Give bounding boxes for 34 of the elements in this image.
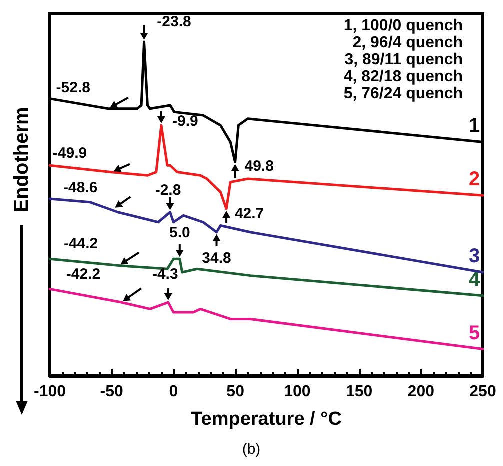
annotation: -42.2 bbox=[66, 266, 101, 284]
text: (b) bbox=[242, 441, 261, 458]
x-tick-label: 50 bbox=[226, 384, 245, 400]
y-axis-title: Endotherm bbox=[11, 107, 33, 213]
series-label: 3 bbox=[469, 245, 480, 268]
x-tick-label: 0 bbox=[169, 384, 178, 400]
annotation: 2, 96/4 quench bbox=[352, 34, 463, 52]
x-tick-label: 100 bbox=[284, 384, 311, 400]
annotation: 5.0 bbox=[169, 224, 190, 242]
annotation: -2.8 bbox=[155, 182, 182, 199]
annotation: -23.8 bbox=[157, 14, 192, 31]
annotation: -49.9 bbox=[52, 144, 88, 162]
x-tick-label: 250 bbox=[470, 384, 496, 400]
x-tick-label: 150 bbox=[346, 384, 373, 400]
annotation: 49.8 bbox=[244, 158, 274, 175]
text: 1, 100/0 quench bbox=[344, 18, 464, 34]
annotation: 34.8 bbox=[202, 250, 232, 267]
x-tick-label: -50 bbox=[100, 384, 124, 400]
series-label: 2 bbox=[469, 168, 480, 191]
annotation: 5, 76/24 quench bbox=[344, 86, 464, 102]
annotation: -4.3 bbox=[152, 266, 178, 284]
annotation: -44.2 bbox=[64, 235, 98, 252]
annotation: -52.8 bbox=[56, 79, 90, 96]
annotation: -48.6 bbox=[63, 180, 98, 197]
annotation: 42.7 bbox=[234, 206, 264, 223]
annotation: 3, 89/11 quench bbox=[344, 52, 463, 68]
annotation: -9.9 bbox=[172, 113, 198, 130]
x-axis-title: Temperature / °C bbox=[191, 409, 342, 430]
series-label: 4 bbox=[469, 268, 481, 291]
x-tick-label: 200 bbox=[408, 384, 435, 400]
annotation: 4, 82/18 quench bbox=[344, 68, 464, 86]
x-tick-label: -100 bbox=[34, 384, 66, 400]
series-label: 1 bbox=[469, 115, 480, 138]
series-label: 5 bbox=[469, 322, 480, 344]
